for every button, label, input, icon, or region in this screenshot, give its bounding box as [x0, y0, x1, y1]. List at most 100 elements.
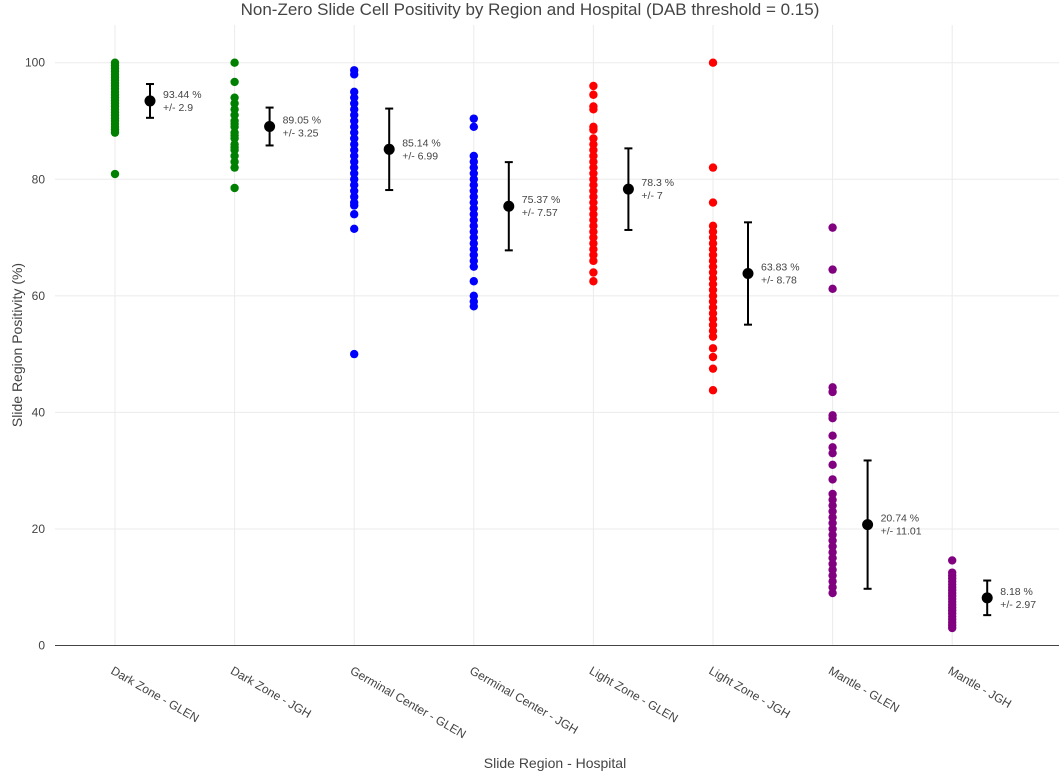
- data-point: [350, 210, 359, 219]
- data-point: [469, 302, 478, 311]
- data-point: [469, 198, 478, 207]
- data-point: [589, 256, 598, 266]
- mean-marker: [742, 267, 754, 279]
- data-point: [708, 239, 718, 248]
- data-point: [589, 157, 598, 166]
- data-point: [708, 262, 718, 271]
- data-point: [350, 70, 359, 79]
- data-point: [828, 530, 837, 539]
- data-point: [350, 224, 359, 233]
- data-point: [230, 110, 239, 120]
- data-point: [589, 169, 598, 178]
- sd-label: +/- 2.97: [1000, 599, 1036, 611]
- data-point: [350, 151, 359, 161]
- data-point: [230, 145, 239, 155]
- data-point: [828, 548, 837, 557]
- sd-label: +/- 3.25: [283, 128, 319, 140]
- data-point: [589, 210, 598, 219]
- data-point: [828, 501, 837, 510]
- data-point: [230, 134, 239, 143]
- data-point: [469, 122, 478, 132]
- data-point: [948, 556, 957, 565]
- mean-marker: [144, 95, 156, 107]
- data-point: [350, 169, 359, 178]
- data-point: [469, 204, 478, 213]
- data-point: [589, 204, 598, 213]
- data-point: [469, 192, 478, 201]
- data-point: [589, 145, 598, 155]
- data-point: [708, 198, 718, 207]
- data-point: [589, 175, 598, 184]
- data-point: [708, 364, 718, 373]
- data-point: [708, 268, 718, 277]
- mean-label: 75.37 %: [522, 194, 561, 206]
- data-point: [589, 239, 598, 248]
- data-point: [708, 326, 718, 335]
- series-group: 63.83 %+/- 8.78: [708, 58, 800, 395]
- y-tick-label: 100: [25, 56, 45, 70]
- data-point: [230, 122, 239, 132]
- data-point: [469, 215, 478, 225]
- data-point: [589, 221, 598, 231]
- data-point: [469, 210, 478, 219]
- data-point: [589, 198, 598, 207]
- data-point: [589, 105, 598, 114]
- sd-label: +/- 7: [641, 190, 662, 202]
- data-point: [589, 227, 598, 236]
- data-point: [230, 93, 239, 102]
- data-point: [828, 583, 837, 592]
- data-point: [350, 180, 359, 190]
- mean-label: 63.83 %: [761, 261, 800, 273]
- data-point: [589, 250, 598, 260]
- y-tick-label: 40: [32, 405, 46, 419]
- data-point: [708, 227, 718, 236]
- data-point: [230, 157, 239, 166]
- data-point: [469, 239, 478, 248]
- data-point: [708, 250, 718, 260]
- series-group: 8.18 %+/- 2.97: [948, 556, 1036, 633]
- mean-marker: [862, 519, 874, 531]
- data-point: [828, 553, 837, 563]
- data-point: [469, 180, 478, 190]
- data-point: [230, 163, 239, 172]
- data-point: [708, 163, 718, 172]
- data-point: [828, 542, 837, 551]
- data-point: [350, 110, 359, 120]
- data-point: [708, 314, 718, 324]
- data-point: [828, 577, 837, 586]
- data-point: [708, 297, 718, 306]
- data-point: [589, 186, 598, 196]
- data-point: [350, 140, 359, 149]
- data-point: [828, 443, 837, 452]
- data-point: [230, 105, 239, 114]
- data-point: [230, 151, 239, 161]
- series-group: 75.37 %+/- 7.57: [469, 114, 561, 311]
- data-point: [708, 285, 718, 295]
- data-point: [589, 192, 598, 201]
- data-point: [110, 128, 120, 137]
- data-point: [469, 169, 478, 178]
- mean-marker: [383, 143, 395, 155]
- data-point: [469, 175, 478, 184]
- data-point: [589, 134, 598, 143]
- data-point: [589, 268, 598, 277]
- mean-marker: [503, 200, 515, 212]
- x-axis-title: Slide Region - Hospital: [484, 755, 626, 771]
- data-point: [589, 90, 598, 99]
- data-point: [350, 87, 359, 97]
- data-point: [708, 244, 718, 254]
- data-point: [708, 303, 718, 312]
- chart-title: Non-Zero Slide Cell Positivity by Region…: [241, 0, 820, 19]
- data-point: [589, 244, 598, 254]
- mean-marker: [981, 592, 993, 604]
- data-point: [828, 265, 837, 274]
- data-point: [469, 186, 478, 196]
- series-group: 89.05 %+/- 3.25: [230, 58, 321, 193]
- data-point: [828, 489, 837, 499]
- y-tick-label: 60: [32, 289, 46, 303]
- data-point: [708, 291, 718, 301]
- mean-marker: [264, 121, 276, 133]
- sd-label: +/- 7.57: [522, 207, 558, 219]
- data-point: [350, 93, 359, 102]
